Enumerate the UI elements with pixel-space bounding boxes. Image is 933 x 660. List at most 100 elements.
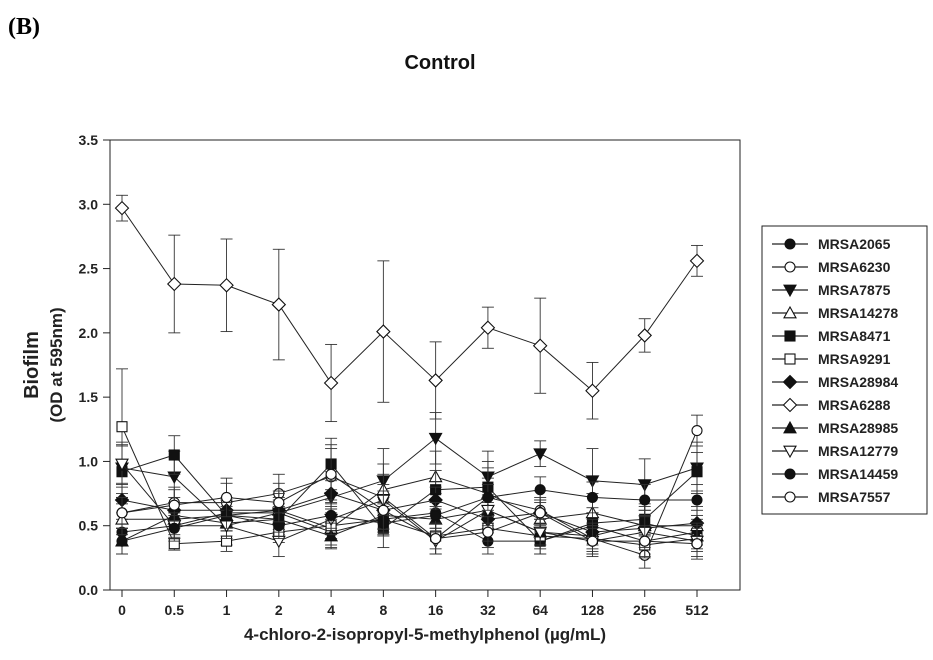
y-tick-label: 0.5 (79, 518, 99, 534)
data-point (482, 491, 494, 503)
y-tick-label: 2.0 (79, 325, 99, 341)
legend-marker (784, 491, 796, 503)
legend-item: MRSA7875 (772, 282, 891, 298)
legend-label: MRSA6288 (818, 397, 891, 413)
data-point (586, 535, 599, 547)
series-line (121, 207, 698, 392)
legend-item: MRSA6230 (772, 259, 891, 275)
series-MRSA12779 (115, 444, 704, 558)
y-tick-label: 3.5 (79, 132, 99, 148)
data-point (689, 253, 705, 269)
data-point (115, 458, 129, 472)
x-axis-title: 4-chloro-2-isopropyl-5-methylphenol (µg/… (244, 625, 606, 644)
legend-label: MRSA14459 (818, 466, 898, 482)
series-line (121, 509, 698, 542)
data-point (480, 320, 496, 335)
series-line (121, 493, 698, 533)
legend-marker (783, 420, 797, 434)
series-line (121, 430, 698, 556)
legend-marker (784, 330, 796, 342)
x-tick-label: 1 (223, 602, 231, 618)
legend: MRSA2065 MRSA6230 MRSA7875 MRSA14278 MRSA847… (772, 236, 898, 505)
legend-item: MRSA28984 (772, 374, 898, 390)
data-point (168, 449, 180, 461)
legend-label: MRSA9291 (818, 351, 891, 367)
data-point (166, 276, 182, 292)
data-point (585, 475, 600, 488)
legend-marker (783, 445, 797, 459)
series-line (121, 512, 698, 542)
x-tick-label: 512 (685, 602, 709, 618)
legend-item: MRSA28985 (772, 420, 898, 436)
data-point (586, 491, 599, 503)
x-tick-label: 128 (581, 602, 605, 618)
legend-label: MRSA7875 (818, 282, 891, 298)
data-point (430, 533, 442, 545)
legend-label: MRSA14278 (818, 305, 898, 321)
data-point (691, 425, 703, 437)
data-point (273, 497, 285, 509)
data-point (325, 468, 337, 480)
legend-item: MRSA12779 (772, 443, 898, 459)
series-MRSA9291 (116, 368, 703, 559)
data-point (114, 200, 130, 216)
data-point (324, 528, 339, 542)
series-MRSA8471 (116, 435, 703, 555)
series-MRSA7557 (116, 448, 703, 560)
y-tick-label: 1.0 (79, 453, 99, 469)
legend-item: MRSA14459 (772, 466, 898, 482)
y-tick-label: 2.5 (79, 261, 99, 277)
data-point (637, 328, 653, 343)
series-MRSA6230 (116, 414, 703, 569)
chart-title: Control (404, 52, 476, 74)
legend-item: MRSA7557 (772, 489, 891, 505)
series-line (121, 489, 697, 542)
legend-item: MRSA8471 (772, 328, 891, 344)
y-axis: 0.0 0.5 1.0 1.5 2.0 2.5 3.0 3.5 (79, 132, 110, 598)
legend-marker (783, 305, 797, 319)
data-point (116, 421, 128, 433)
data-point (534, 484, 546, 496)
panel-label: (B) (8, 14, 40, 40)
y-axis-title: Biofilm (21, 331, 43, 399)
legend-label: MRSA7557 (818, 489, 891, 505)
x-tick-label: 0.5 (165, 602, 185, 618)
data-point (428, 432, 443, 446)
series-line (122, 476, 697, 529)
legend-label: MRSA2065 (818, 236, 891, 252)
series-line (121, 437, 698, 527)
series-layer (114, 194, 705, 569)
data-point (323, 375, 339, 391)
y-tick-label: 1.5 (79, 389, 99, 405)
data-point (430, 509, 442, 521)
legend-label: MRSA28985 (818, 420, 898, 436)
x-tick-label: 64 (532, 602, 548, 618)
data-point (168, 499, 180, 511)
data-point (168, 522, 180, 534)
legend-marker (782, 374, 798, 390)
data-point (116, 507, 128, 519)
series-MRSA14278 (115, 450, 704, 549)
legend-marker (782, 397, 798, 413)
series-line (121, 454, 698, 542)
series-line (121, 426, 698, 546)
data-point (482, 526, 494, 538)
x-tick-label: 4 (327, 602, 335, 618)
legend-label: MRSA12779 (818, 443, 898, 459)
data-point (116, 535, 128, 547)
x-tick-label: 32 (480, 602, 496, 618)
legend-marker (784, 468, 796, 480)
series-MRSA7875 (115, 412, 704, 546)
x-axis: 0 0.5 1 2 4 8 16 32 64 128 256 512 (118, 590, 709, 618)
x-tick-label: 256 (633, 602, 657, 618)
legend-item: MRSA9291 (772, 351, 891, 367)
x-tick-label: 8 (379, 602, 387, 618)
y-tick-label: 3.0 (79, 196, 99, 212)
legend-label: MRSA6230 (818, 259, 891, 275)
data-point (377, 504, 389, 516)
series-MRSA6288 (114, 194, 705, 423)
data-point (533, 448, 548, 461)
legend-label: MRSA28984 (818, 374, 898, 390)
series-MRSA14459 (116, 476, 703, 555)
